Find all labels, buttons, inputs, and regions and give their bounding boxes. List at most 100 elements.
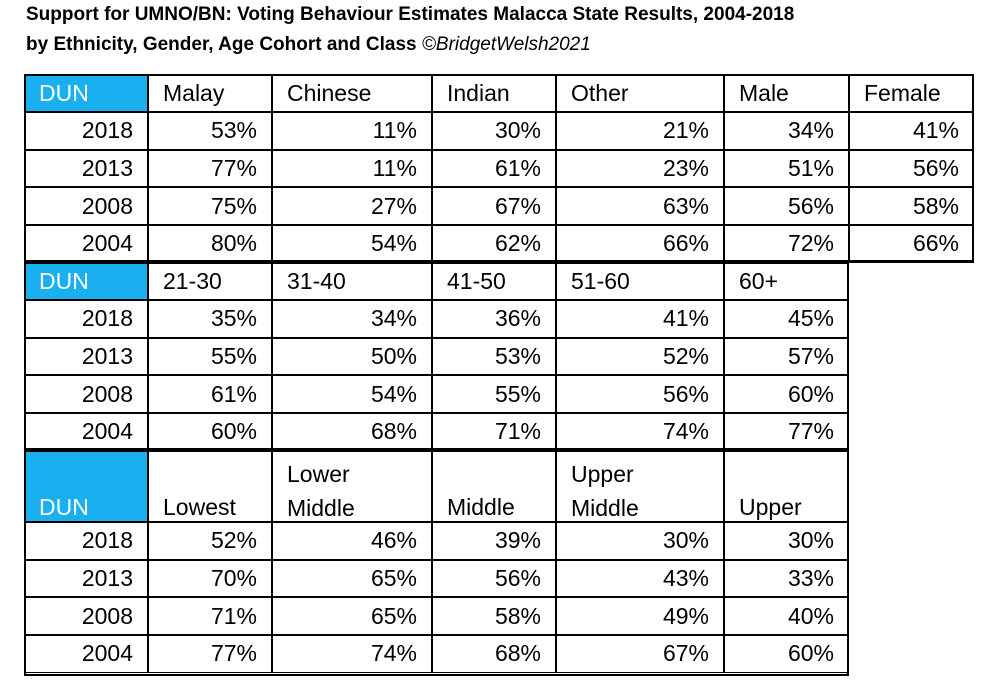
value-cell: 77%: [724, 413, 849, 451]
column-header: Upper: [724, 450, 849, 522]
column-header: Lower Middle: [272, 450, 432, 522]
value-cell: 41%: [849, 112, 974, 150]
value-cell: 55%: [148, 337, 272, 376]
value-cell: 77%: [148, 635, 272, 673]
value-cell: 35%: [148, 300, 272, 338]
column-header-text: Other: [571, 79, 629, 106]
value-cell: 52%: [148, 522, 272, 560]
column-header: Male: [724, 74, 849, 112]
column-header-text: Chinese: [287, 79, 372, 106]
value-cell: 55%: [432, 375, 556, 414]
value-cell: 39%: [432, 522, 556, 560]
value-cell: 66%: [556, 225, 724, 263]
value-cell: 46%: [272, 522, 432, 560]
value-cell: 50%: [272, 337, 432, 376]
value-cell: 60%: [724, 635, 849, 673]
column-header-text: Upper: [739, 494, 802, 520]
value-cell: 60%: [148, 413, 272, 451]
value-cell: 56%: [724, 187, 849, 226]
value-cell: 45%: [724, 300, 849, 338]
credit-text: ©BridgetWelsh2021: [421, 34, 591, 55]
value-cell: 33%: [724, 559, 849, 598]
column-header-text: Upper: [571, 461, 634, 487]
value-cell: 56%: [432, 559, 556, 598]
column-header-text: Indian: [447, 79, 510, 106]
column-header: 41-50: [432, 262, 556, 300]
value-cell: 21%: [556, 112, 724, 150]
dun-header: DUN: [24, 74, 148, 112]
value-cell: 60%: [724, 375, 849, 414]
year-cell: 2008: [24, 597, 148, 636]
value-cell: 57%: [724, 337, 849, 376]
value-cell: 51%: [724, 149, 849, 188]
column-header-text: DUN: [39, 267, 89, 294]
value-cell: 74%: [272, 635, 432, 673]
dun-header: DUN: [24, 450, 148, 522]
value-cell: 67%: [432, 187, 556, 226]
column-header-text: 41-50: [447, 267, 506, 294]
column-header-text: 31-40: [287, 267, 346, 294]
column-header-text: 21-30: [163, 267, 222, 294]
value-cell: 27%: [272, 187, 432, 226]
year-cell: 2013: [24, 149, 148, 188]
value-cell: 23%: [556, 149, 724, 188]
value-cell: 30%: [432, 112, 556, 150]
value-cell: 53%: [432, 337, 556, 376]
column-header: 51-60: [556, 262, 724, 300]
value-cell: 30%: [724, 522, 849, 560]
column-header: Chinese: [272, 74, 432, 112]
year-cell: 2004: [24, 225, 148, 263]
value-cell: 58%: [849, 187, 974, 226]
column-header-text: Middle: [571, 495, 639, 521]
dun-header: DUN: [24, 262, 148, 300]
column-header: 31-40: [272, 262, 432, 300]
year-cell: 2004: [24, 413, 148, 451]
value-cell: 65%: [272, 559, 432, 598]
year-cell: 2018: [24, 522, 148, 560]
column-header-text: Malay: [163, 79, 225, 106]
column-header-text: DUN: [39, 79, 89, 106]
value-cell: 54%: [272, 375, 432, 414]
value-cell: 72%: [724, 225, 849, 263]
value-cell: 68%: [432, 635, 556, 673]
value-cell: 43%: [556, 559, 724, 598]
value-cell: 68%: [272, 413, 432, 451]
value-cell: 52%: [556, 337, 724, 376]
column-header-text: Lowest: [163, 494, 236, 520]
column-header: Indian: [432, 74, 556, 112]
column-header-text: 51-60: [571, 267, 630, 294]
chart-subtitle: by Ethnicity, Gender, Age Cohort and Cla…: [26, 34, 591, 56]
value-cell: 34%: [272, 300, 432, 338]
column-header: Lowest: [148, 450, 272, 522]
column-header-text: Middle: [447, 494, 515, 520]
value-cell: 56%: [556, 375, 724, 414]
column-header: Malay: [148, 74, 272, 112]
value-cell: 75%: [148, 187, 272, 226]
value-cell: 41%: [556, 300, 724, 338]
value-cell: 61%: [148, 375, 272, 414]
value-cell: 36%: [432, 300, 556, 338]
column-header: Other: [556, 74, 724, 112]
value-cell: 58%: [432, 597, 556, 636]
value-cell: 11%: [272, 112, 432, 150]
subtitle-text: by Ethnicity, Gender, Age Cohort and Cla…: [26, 34, 417, 55]
column-header-text: 60+: [739, 267, 779, 294]
column-header: Female: [849, 74, 974, 112]
value-cell: 71%: [148, 597, 272, 636]
value-cell: 65%: [272, 597, 432, 636]
column-header: 60+: [724, 262, 849, 300]
column-header-text: DUN: [39, 494, 89, 520]
year-cell: 2013: [24, 337, 148, 376]
value-cell: 56%: [849, 149, 974, 188]
value-cell: 80%: [148, 225, 272, 263]
value-cell: 53%: [148, 112, 272, 150]
year-cell: 2013: [24, 559, 148, 598]
value-cell: 71%: [432, 413, 556, 451]
value-cell: 11%: [272, 149, 432, 188]
value-cell: 74%: [556, 413, 724, 451]
value-cell: 66%: [849, 225, 974, 263]
column-header-text: Lower: [287, 461, 350, 487]
column-header-text: Middle: [287, 495, 355, 521]
value-cell: 30%: [556, 522, 724, 560]
value-cell: 40%: [724, 597, 849, 636]
